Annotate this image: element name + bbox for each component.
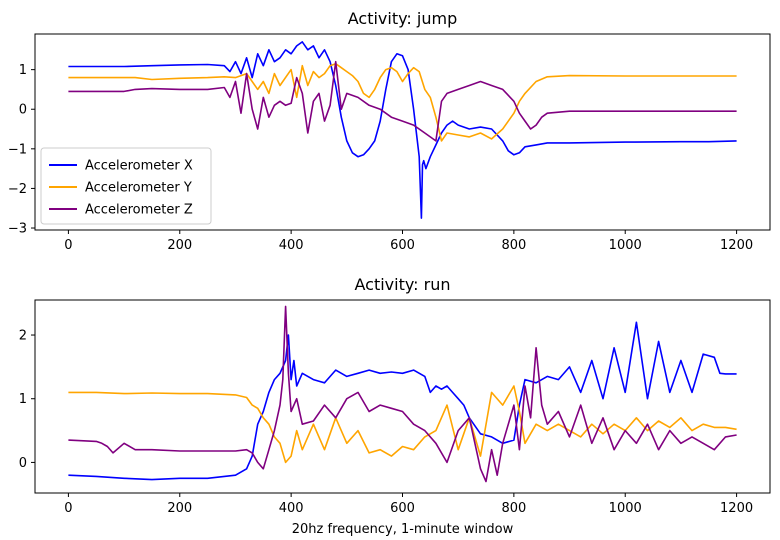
jump-chart-title: Activity: jump bbox=[348, 9, 457, 28]
jump-y-tick-label: 0 bbox=[19, 103, 27, 118]
jump-x-tick-label: 400 bbox=[279, 238, 304, 253]
run-chart-x-axis-label: 20hz frequency, 1-minute window bbox=[292, 522, 514, 537]
jump-series-line-accelerometer-y bbox=[68, 62, 737, 142]
run-x-tick-label: 200 bbox=[167, 501, 192, 516]
jump-legend-entry-label: Accelerometer Y bbox=[85, 181, 192, 196]
jump-series-line-accelerometer-z bbox=[68, 60, 737, 142]
jump-y-tick-label: 1 bbox=[19, 63, 27, 78]
jump-y-tick-label: −1 bbox=[8, 142, 27, 157]
jump-legend-entry-label: Accelerometer Z bbox=[85, 203, 193, 218]
run-x-tick-label: 0 bbox=[64, 501, 72, 516]
jump-legend: Accelerometer X Accelerometer Y Accelerome… bbox=[40, 147, 212, 225]
jump-x-tick-label: 200 bbox=[167, 238, 192, 253]
run-y-tick-label: 0 bbox=[19, 456, 27, 471]
jump-legend-box bbox=[40, 147, 212, 225]
jump-series-line-accelerometer-x bbox=[68, 41, 737, 219]
run-y-tick-label: 2 bbox=[19, 329, 27, 344]
run-chart-panel: Activity: run 20hz frequency, 1-minute w… bbox=[19, 275, 771, 537]
jump-x-tick-label: 600 bbox=[390, 238, 415, 253]
run-series-line-accelerometer-x bbox=[68, 321, 737, 481]
jump-x-tick-label: 0 bbox=[64, 238, 72, 253]
run-y-tick-label: 1 bbox=[19, 392, 27, 407]
run-x-tick-label: 1000 bbox=[609, 501, 642, 516]
jump-y-tick-label: −2 bbox=[8, 182, 27, 197]
run-x-tick-label: 800 bbox=[501, 501, 526, 516]
jump-x-tick-label: 1200 bbox=[720, 238, 753, 253]
jump-chart-panel: Activity: jump 0 200 400 600 800 1000 1200 −3 −2… bbox=[8, 9, 771, 253]
run-series-line-accelerometer-z bbox=[68, 305, 737, 483]
jump-x-tick-label: 1000 bbox=[609, 238, 642, 253]
run-axes-frame bbox=[34, 299, 771, 494]
run-x-tick-label: 600 bbox=[390, 501, 415, 516]
run-x-tick-label: 400 bbox=[279, 501, 304, 516]
jump-legend-entry-label: Accelerometer X bbox=[85, 159, 193, 174]
run-x-tick-label: 1200 bbox=[720, 501, 753, 516]
jump-x-tick-label: 800 bbox=[501, 238, 526, 253]
jump-y-tick-label: −3 bbox=[8, 222, 27, 237]
run-chart-title: Activity: run bbox=[354, 275, 450, 294]
run-series-line-accelerometer-y bbox=[68, 385, 737, 464]
